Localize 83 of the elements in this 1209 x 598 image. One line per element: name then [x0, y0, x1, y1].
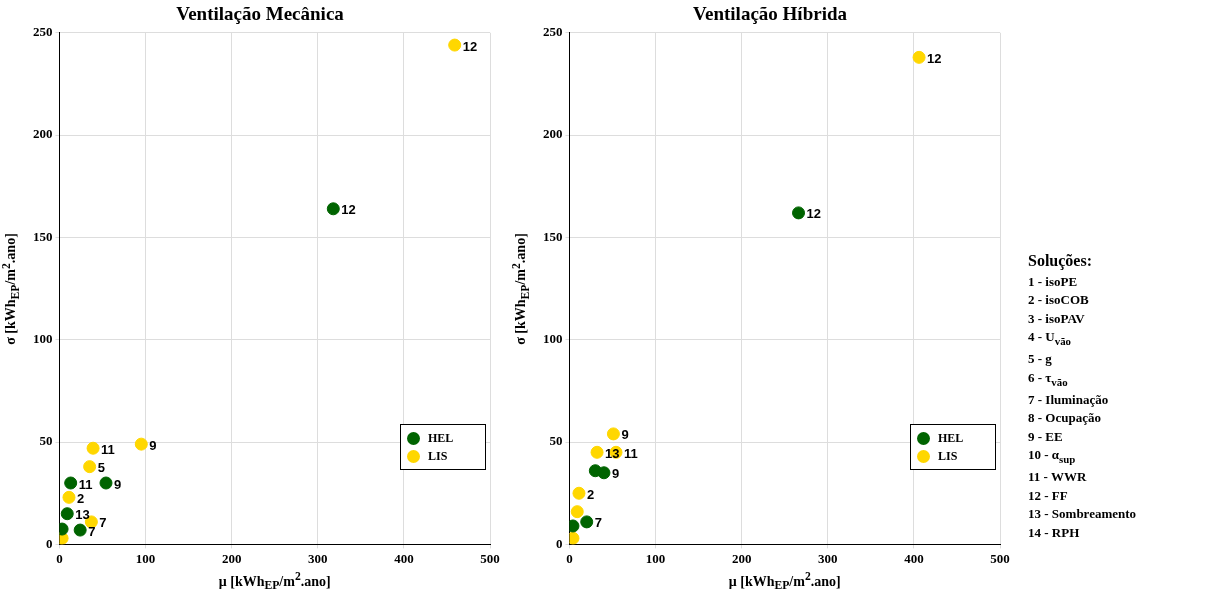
- annotation: 7: [594, 515, 602, 531]
- x-axis-title: μ [kWh$_{EP}$/m$^{2}$.ano]: [217, 570, 332, 593]
- annotation: 9: [113, 476, 122, 492]
- y-tick-label: 150: [543, 228, 563, 244]
- point: [792, 206, 806, 220]
- text: 14 - RPH: [1028, 523, 1081, 542]
- annotation: 9: [621, 427, 629, 443]
- annotation: 5: [97, 460, 105, 476]
- y-tick-label: 50: [39, 433, 53, 449]
- x-tick-label: 400: [394, 550, 414, 566]
- annotation: 12: [341, 202, 356, 218]
- text: 10 - α$_{sup}$: [1028, 446, 1077, 467]
- text: 4 - U$_{vão}$: [1028, 328, 1072, 349]
- annotation: 9: [611, 466, 620, 482]
- point: [60, 507, 74, 521]
- x-tick-label: 0: [566, 550, 573, 566]
- annotation: 13: [75, 507, 90, 523]
- y-tick-label: 100: [33, 331, 53, 347]
- x-tick-label: 100: [645, 550, 666, 566]
- point: [606, 427, 620, 441]
- x-tick-label: 500: [990, 550, 1010, 566]
- y-tick-label: 150: [33, 228, 53, 244]
- text: 2 - isoCOB: [1028, 291, 1090, 309]
- point: [99, 476, 113, 490]
- x-tick-label: 100: [135, 550, 156, 566]
- point: [448, 38, 462, 52]
- text: 12 - FF: [1028, 486, 1069, 505]
- annotation: 2: [586, 486, 595, 502]
- point: [570, 505, 584, 519]
- legend-label: LIS: [428, 448, 448, 464]
- y-tick-label: 0: [46, 535, 53, 551]
- point: [912, 50, 926, 64]
- annotation: 9: [149, 437, 157, 453]
- x-tick-label: 300: [308, 550, 328, 566]
- point: [73, 523, 87, 537]
- text: 11 - WWR: [1028, 468, 1088, 487]
- y-tick-label: 250: [543, 24, 563, 40]
- annotation: 11: [101, 441, 115, 457]
- annotation: 12: [806, 206, 821, 222]
- point: [572, 486, 586, 500]
- point: [134, 437, 148, 451]
- chart-title: Ventilação Mecânica: [176, 3, 345, 25]
- text: 6 - τ$_{vão}$: [1028, 368, 1069, 390]
- x-tick-label: 300: [818, 550, 838, 566]
- point: [83, 460, 97, 474]
- y-tick-label: 200: [33, 126, 53, 142]
- legend-label: HEL: [428, 430, 454, 446]
- text: 3 - isoPAV: [1028, 309, 1086, 328]
- point: [590, 445, 604, 459]
- text: 8 - Ocupação: [1028, 409, 1102, 428]
- x-axis-title: μ [kWh$_{EP}$/m$^{2}$.ano]: [727, 570, 842, 593]
- x-tick-label: 200: [221, 550, 242, 566]
- legend-label: HEL: [938, 430, 964, 446]
- annotation: 11: [78, 476, 93, 492]
- point: [64, 476, 78, 490]
- y-tick-label: 250: [33, 24, 53, 40]
- x-tick-label: 500: [480, 550, 500, 566]
- text: 13 - Sombreamento: [1028, 505, 1137, 524]
- y-tick-label: 200: [543, 126, 563, 142]
- legend-label: LIS: [938, 448, 958, 464]
- text: 1 - isoPE: [1028, 272, 1079, 291]
- x-tick-label: 200: [731, 550, 752, 566]
- annotation: 2: [76, 490, 85, 506]
- y-tick-label: 100: [543, 331, 563, 347]
- y-tick-label: 0: [556, 535, 563, 551]
- text: Soluções:: [1028, 252, 1093, 271]
- annotation: 11: [623, 445, 638, 461]
- annotation: 12: [462, 38, 478, 54]
- annotation: 7: [99, 515, 107, 531]
- text: 7 - Iluminação: [1028, 390, 1110, 409]
- text: 5 - g: [1028, 350, 1053, 369]
- y-tick-label: 50: [549, 433, 563, 449]
- point: [597, 466, 611, 480]
- point: [86, 441, 100, 455]
- x-tick-label: 400: [904, 550, 924, 566]
- text: 9 - EE: [1028, 427, 1064, 446]
- chart-title: Ventilação Híbrida: [693, 3, 848, 25]
- x-tick-label: 0: [56, 550, 63, 566]
- point: [62, 490, 76, 504]
- point: [580, 515, 594, 529]
- annotation: 7: [88, 523, 96, 539]
- point: [326, 202, 340, 216]
- annotation: 12: [927, 50, 942, 66]
